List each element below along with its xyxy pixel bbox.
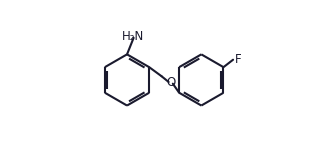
Text: H₂N: H₂N (122, 30, 144, 43)
Text: F: F (235, 53, 241, 66)
Text: O: O (166, 76, 175, 89)
